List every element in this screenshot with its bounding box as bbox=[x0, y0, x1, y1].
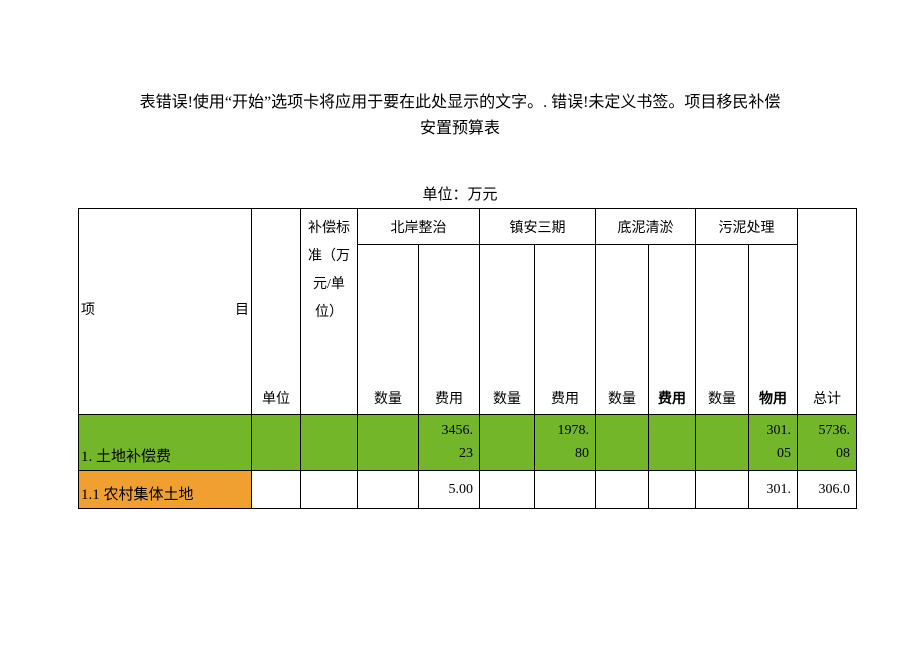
header-fee-4: 物用 bbox=[749, 245, 798, 415]
row2-label: 1.1 农村集体土地 bbox=[79, 471, 252, 509]
header-fee-2: 费用 bbox=[535, 245, 596, 415]
title-line2: 安置预算表 bbox=[420, 120, 500, 137]
table-row: 1.1 农村集体土地 5.00 301. 306.0 bbox=[79, 471, 857, 509]
title-line1: 表错误!使用“开始”选项卡将应用于要在此处显示的文字。. 错误!未定义书签。项目… bbox=[140, 94, 781, 111]
row1-fee3 bbox=[649, 415, 696, 471]
row1-fee4: 301.05 bbox=[749, 415, 798, 471]
table-header-row-1: 项 目 单位 补偿标准（万元/单位） 北岸整治 镇安三期 底泥清淤 污泥处理 总… bbox=[79, 209, 857, 245]
header-project: 项 目 bbox=[79, 209, 252, 415]
row2-qty3 bbox=[596, 471, 649, 509]
row2-qty4 bbox=[696, 471, 749, 509]
header-qty-1: 数量 bbox=[358, 245, 419, 415]
row2-fee1: 5.00 bbox=[419, 471, 480, 509]
row2-unit bbox=[252, 471, 301, 509]
row1-qty1 bbox=[358, 415, 419, 471]
page: 表错误!使用“开始”选项卡将应用于要在此处显示的文字。. 错误!未定义书签。项目… bbox=[0, 0, 920, 651]
row1-unit bbox=[252, 415, 301, 471]
header-qty-4: 数量 bbox=[696, 245, 749, 415]
row2-fee4: 301. bbox=[749, 471, 798, 509]
row1-qty4 bbox=[696, 415, 749, 471]
header-total: 总计 bbox=[798, 209, 857, 415]
row1-label: 1. 土地补偿费 bbox=[79, 415, 252, 471]
budget-table: 项 目 单位 补偿标准（万元/单位） 北岸整治 镇安三期 底泥清淤 污泥处理 总… bbox=[78, 208, 857, 509]
header-group-1: 北岸整治 bbox=[358, 209, 480, 245]
header-qty-3: 数量 bbox=[596, 245, 649, 415]
row2-qty1 bbox=[358, 471, 419, 509]
row2-std bbox=[301, 471, 358, 509]
row2-fee2 bbox=[535, 471, 596, 509]
row2-fee3 bbox=[649, 471, 696, 509]
row1-qty2 bbox=[480, 415, 535, 471]
row2-total: 306.0 bbox=[798, 471, 857, 509]
header-unit: 单位 bbox=[252, 209, 301, 415]
page-title: 表错误!使用“开始”选项卡将应用于要在此处显示的文字。. 错误!未定义书签。项目… bbox=[0, 0, 920, 141]
header-group-4: 污泥处理 bbox=[696, 209, 798, 245]
table-row: 1. 土地补偿费 3456.23 1978.80 301.05 5736.08 bbox=[79, 415, 857, 471]
header-group-2: 镇安三期 bbox=[480, 209, 596, 245]
header-fee-1: 费用 bbox=[419, 245, 480, 415]
row2-qty2 bbox=[480, 471, 535, 509]
row1-qty3 bbox=[596, 415, 649, 471]
row1-std bbox=[301, 415, 358, 471]
header-qty-2: 数量 bbox=[480, 245, 535, 415]
row1-fee2: 1978.80 bbox=[535, 415, 596, 471]
row1-total: 5736.08 bbox=[798, 415, 857, 471]
header-group-3: 底泥清淤 bbox=[596, 209, 696, 245]
unit-label: 单位：万元 bbox=[0, 183, 920, 204]
header-project-left: 项 bbox=[81, 299, 95, 319]
header-project-right: 目 bbox=[235, 299, 249, 319]
row1-fee1: 3456.23 bbox=[419, 415, 480, 471]
header-std: 补偿标准（万元/单位） bbox=[301, 209, 358, 415]
header-fee-3: 费用 bbox=[649, 245, 696, 415]
